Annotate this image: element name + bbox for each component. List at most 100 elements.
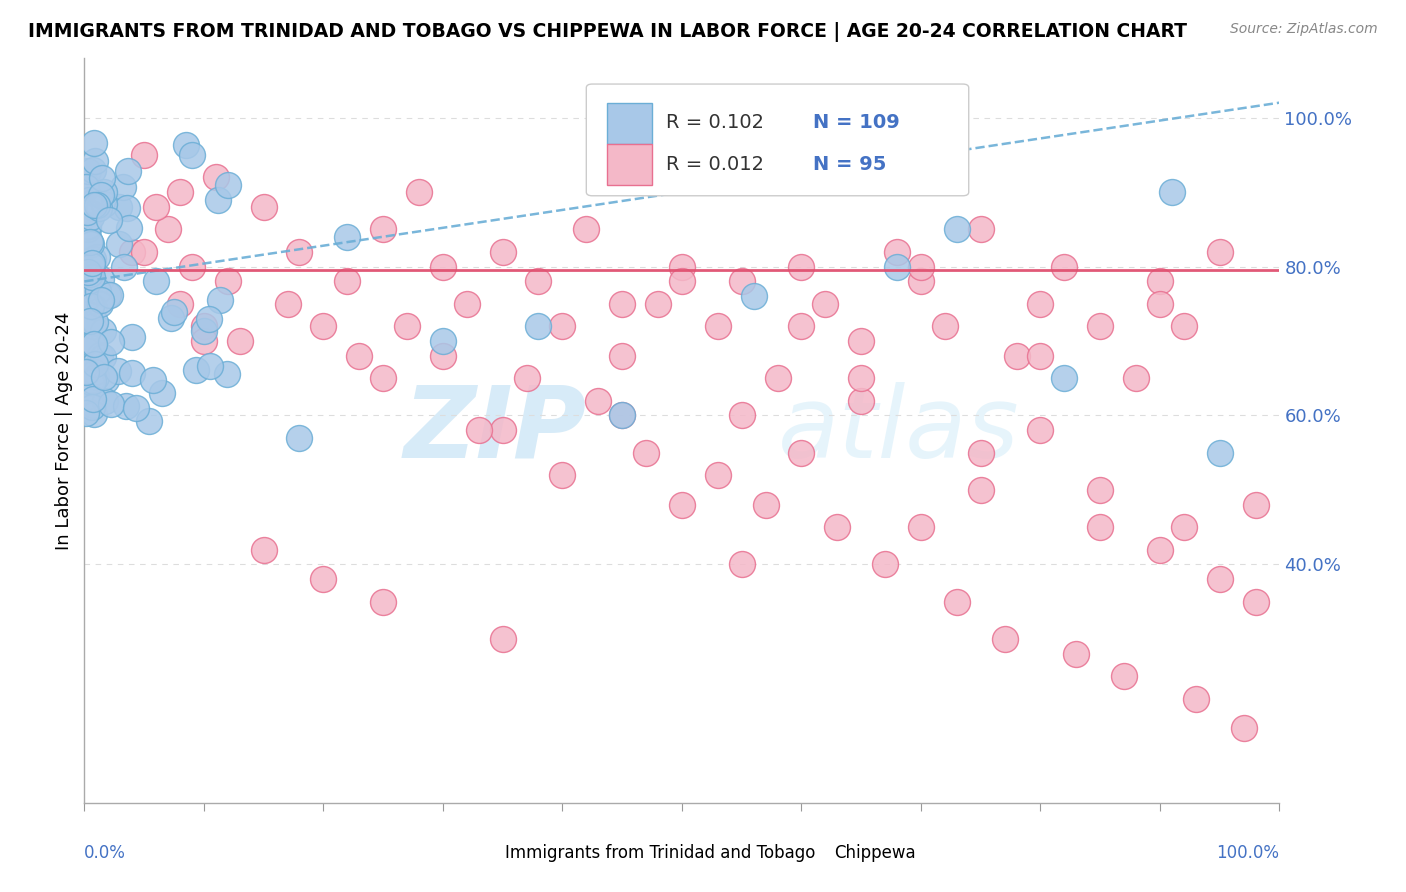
- Point: [432, 349, 454, 363]
- Point: [93, 185, 115, 199]
- Point: [97, 213, 120, 227]
- Point: [87, 201, 110, 215]
- Point: [994, 632, 1017, 646]
- Point: [169, 185, 191, 199]
- Point: [671, 498, 693, 512]
- Point: [288, 431, 311, 445]
- Point: [707, 319, 730, 334]
- Point: [145, 200, 167, 214]
- Point: [827, 520, 849, 534]
- Point: [91, 171, 114, 186]
- Text: N = 109: N = 109: [814, 113, 900, 132]
- Point: [468, 424, 491, 438]
- Point: [117, 164, 139, 178]
- Point: [86, 250, 108, 264]
- Point: [1209, 244, 1232, 259]
- Point: [814, 297, 837, 311]
- Point: [200, 359, 222, 373]
- Point: [77, 193, 100, 207]
- Point: [1125, 371, 1147, 385]
- Point: [612, 297, 634, 311]
- Point: [1244, 595, 1267, 609]
- Point: [312, 319, 335, 334]
- Point: [229, 334, 252, 348]
- Point: [851, 371, 873, 385]
- Text: 0.0%: 0.0%: [84, 844, 127, 862]
- Point: [79, 375, 101, 389]
- Point: [89, 297, 111, 311]
- Point: [174, 138, 197, 153]
- Point: [1244, 498, 1267, 512]
- Point: [79, 235, 101, 249]
- Point: [84, 154, 107, 169]
- Point: [492, 632, 515, 646]
- Point: [671, 274, 693, 288]
- Point: [612, 409, 634, 423]
- Point: [75, 364, 97, 378]
- Point: [612, 349, 634, 363]
- Point: [169, 297, 191, 311]
- Point: [80, 337, 103, 351]
- Text: Immigrants from Trinidad and Tobago: Immigrants from Trinidad and Tobago: [505, 845, 815, 863]
- Point: [80, 256, 103, 270]
- FancyBboxPatch shape: [796, 840, 825, 870]
- Point: [731, 274, 754, 288]
- Point: [731, 409, 754, 423]
- Point: [152, 385, 174, 400]
- Point: [193, 324, 215, 338]
- Point: [82, 392, 104, 406]
- Point: [86, 198, 108, 212]
- Point: [432, 260, 454, 274]
- Point: [1185, 691, 1208, 706]
- Point: [75, 177, 97, 191]
- Point: [1173, 319, 1195, 334]
- Point: [1149, 297, 1171, 311]
- FancyBboxPatch shape: [606, 144, 652, 185]
- Text: ZIP: ZIP: [404, 382, 586, 479]
- Point: [970, 446, 993, 460]
- Point: [1209, 446, 1232, 460]
- Point: [1053, 371, 1076, 385]
- Point: [492, 424, 515, 438]
- Point: [83, 407, 105, 421]
- Point: [790, 260, 813, 274]
- Point: [75, 365, 97, 379]
- Point: [83, 194, 105, 209]
- Point: [75, 406, 97, 420]
- Point: [1149, 274, 1171, 288]
- Point: [75, 180, 97, 194]
- Point: [851, 334, 873, 348]
- Point: [181, 260, 204, 274]
- Point: [1161, 185, 1184, 199]
- Point: [1173, 520, 1195, 534]
- Point: [886, 244, 908, 259]
- Point: [80, 205, 103, 219]
- Point: [312, 573, 335, 587]
- Point: [77, 206, 100, 220]
- Point: [492, 244, 515, 259]
- Point: [91, 350, 114, 364]
- Point: [82, 400, 104, 414]
- Point: [217, 178, 239, 192]
- Point: [277, 297, 299, 311]
- Point: [970, 222, 993, 236]
- Point: [349, 349, 371, 363]
- Point: [82, 318, 104, 333]
- Point: [181, 148, 204, 162]
- Point: [1053, 260, 1076, 274]
- Point: [336, 229, 359, 244]
- Point: [790, 319, 813, 334]
- Point: [373, 371, 395, 385]
- Point: [77, 221, 100, 235]
- Point: [208, 293, 231, 307]
- Point: [527, 319, 550, 334]
- Point: [121, 330, 143, 344]
- Point: [100, 287, 122, 301]
- Point: [94, 394, 117, 409]
- Point: [77, 265, 100, 279]
- Point: [100, 397, 122, 411]
- Point: [731, 558, 754, 572]
- Point: [551, 468, 574, 483]
- Point: [84, 365, 107, 379]
- Point: [80, 259, 103, 273]
